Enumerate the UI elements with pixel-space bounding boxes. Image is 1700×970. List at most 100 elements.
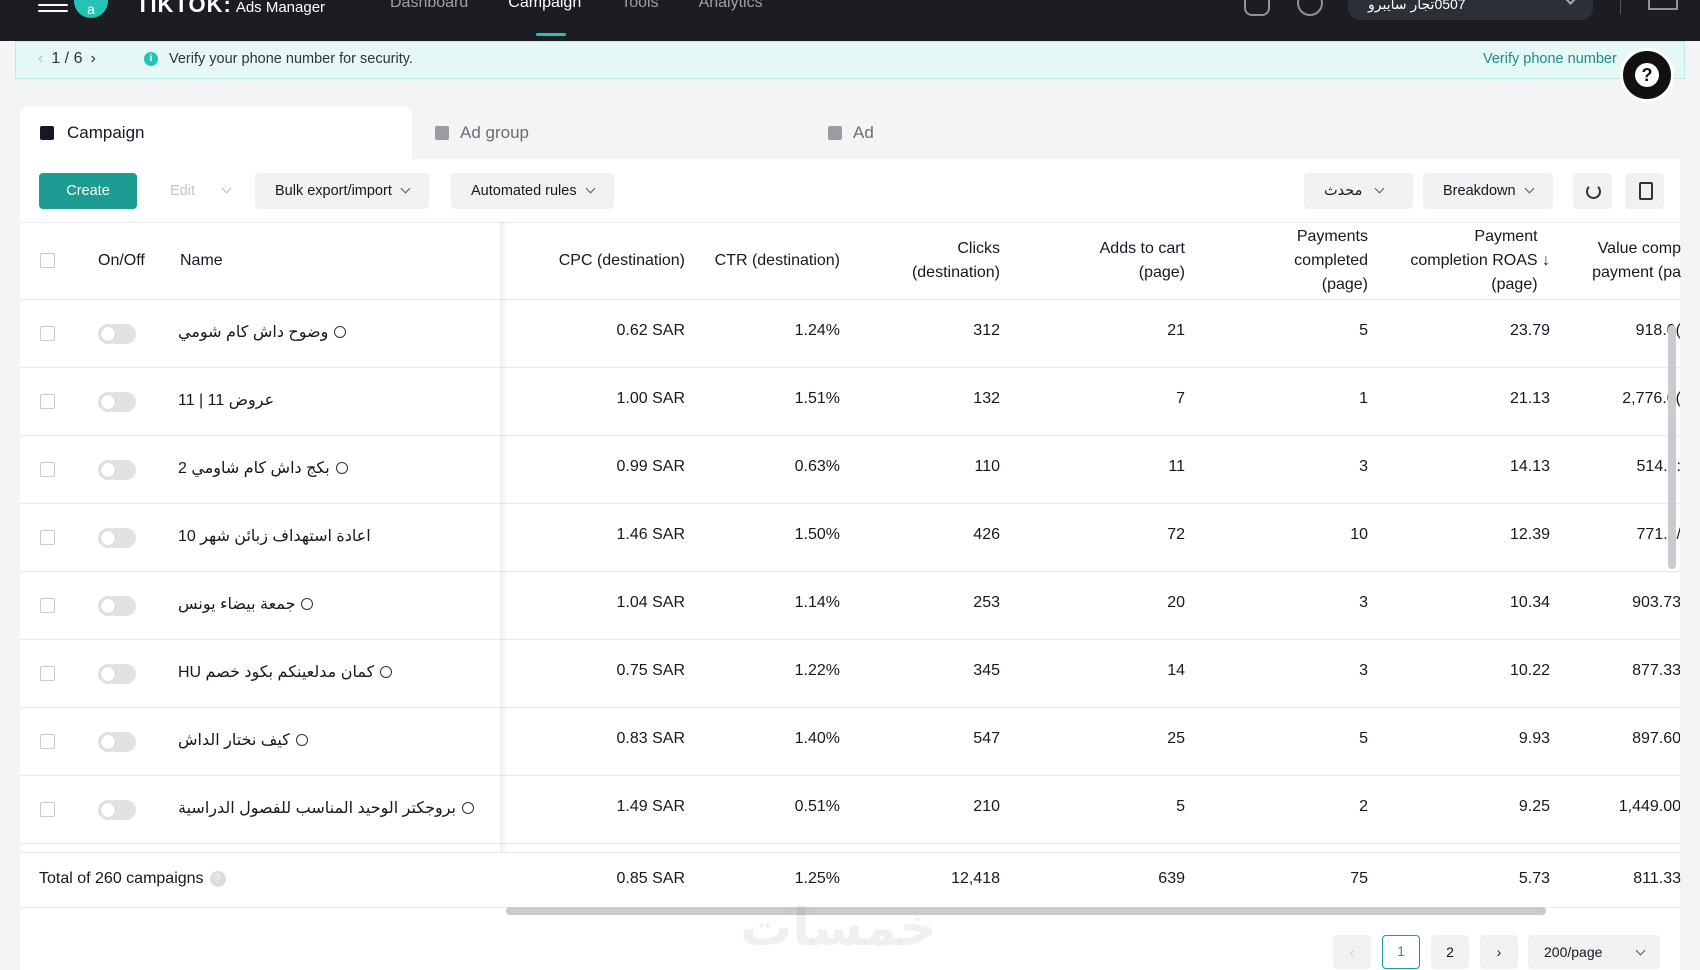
row-checkbox[interactable] <box>40 802 55 817</box>
campaign-toggle[interactable] <box>98 460 136 480</box>
refresh-button[interactable] <box>1573 173 1612 209</box>
table-row[interactable]: بكج داش كام شاومي 2 0.99 SAR 0.63% 110 11 3 14… <box>20 436 1680 504</box>
table-row[interactable]: جمعة بيضاء يونس 1.04 SAR 1.14% 253 20 3 10.34 9… <box>20 572 1680 640</box>
brand-logo[interactable]: TIKTOK: Ads Manager <box>136 0 326 17</box>
total-cpc: 0.85 SAR <box>616 870 685 887</box>
row-checkbox[interactable] <box>40 326 55 341</box>
campaign-toggle[interactable] <box>98 664 136 684</box>
campaign-name: وضوح داش كام شومي <box>178 324 329 341</box>
edit-button[interactable]: Edit <box>162 173 252 209</box>
vertical-scrollbar[interactable] <box>1668 325 1676 569</box>
table-row[interactable]: عروض 11 | 11 1.00 SAR 1.51% 132 7 1 21.13 2,776… <box>20 368 1680 436</box>
tab-campaign[interactable]: Campaign <box>20 107 412 159</box>
campaign-name-link[interactable]: جمعة بيضاء يونس <box>178 594 488 614</box>
cell-clicks: 345 <box>973 662 1000 679</box>
automated-rules-button[interactable]: Automated rules <box>451 173 614 209</box>
bell-icon[interactable] <box>1244 0 1270 16</box>
sort-desc-icon[interactable]: ↓ <box>1542 252 1550 269</box>
campaign-toggle[interactable] <box>98 528 136 548</box>
campaign-name-link[interactable]: وضوح داش كام شومي <box>178 322 488 342</box>
horizontal-scrollbar[interactable] <box>506 907 1546 915</box>
table-row[interactable]: كمان مدلعينكم بكود خصم HU 0.75 SAR 1.22% 34… <box>20 640 1680 708</box>
table-row[interactable]: ...0.46 SAR2.11%3321838.96460.13 <box>20 844 1680 852</box>
notice-banner: ‹ 1 / 6 › i Verify your phone number for s… <box>15 41 1685 79</box>
help-button[interactable]: ? <box>1620 48 1674 102</box>
nav-analytics[interactable]: Analytics <box>698 0 763 11</box>
cell-roas: 10.34 <box>1509 594 1550 611</box>
account-avatar[interactable]: a <box>74 0 108 18</box>
cell-roas: 9.25 <box>1518 798 1550 815</box>
col-onoff[interactable]: On/Off <box>98 252 145 269</box>
campaign-toggle[interactable] <box>98 324 136 344</box>
chevron-left-icon[interactable]: ‹ <box>38 50 44 67</box>
campaign-name-link[interactable]: عروض 11 | 11 <box>178 390 488 410</box>
col-value[interactable]: Value comp payment (pa <box>1592 240 1681 281</box>
create-button[interactable]: Create <box>39 173 137 209</box>
chevron-right-icon[interactable]: › <box>90 50 96 67</box>
page-2-button[interactable]: 2 <box>1431 935 1469 969</box>
row-checkbox[interactable] <box>40 734 55 749</box>
account-selector[interactable]: 0507تجار سايبرو <box>1348 0 1593 20</box>
table-row[interactable]: كيف نختار الداش 0.83 SAR 1.40% 547 25 5 9.93 89… <box>20 708 1680 776</box>
table-row[interactable]: وضوح داش كام شومي 0.62 SAR 1.24% 312 21 5 23.7… <box>20 300 1680 368</box>
table-row[interactable]: بروجكتر الوحيد المناسب للفصول الدراسية 1.… <box>20 776 1680 844</box>
select-all-checkbox[interactable] <box>40 253 55 268</box>
campaign-toggle[interactable] <box>98 392 136 412</box>
campaign-name: اعادة استهداف زبائن شهر 10 <box>178 528 371 545</box>
campaign-name-link[interactable]: كمان مدلعينكم بكود خصم HU <box>178 662 488 682</box>
chevron-down-icon <box>1374 183 1385 194</box>
col-ctr[interactable]: CTR (destination) <box>714 252 840 269</box>
cell-cpc: 1.46 SAR <box>616 526 685 543</box>
row-checkbox[interactable] <box>40 394 55 409</box>
row-checkbox[interactable] <box>40 462 55 477</box>
divider <box>1620 0 1621 14</box>
campaign-toggle[interactable] <box>98 596 136 616</box>
col-cpc[interactable]: CPC (destination) <box>558 252 685 269</box>
cell-ctr: 1.40% <box>794 730 840 747</box>
cell-payments: 1 <box>1359 390 1368 407</box>
frozen-column-shadow <box>500 222 508 852</box>
nav-dashboard[interactable]: Dashboard <box>390 0 469 11</box>
cell-clicks: 312 <box>973 322 1000 339</box>
row-checkbox[interactable] <box>40 530 55 545</box>
page-1-button[interactable]: 1 <box>1382 935 1420 969</box>
row-checkbox[interactable] <box>40 666 55 681</box>
campaign-toggle[interactable] <box>98 800 136 820</box>
chevron-down-icon <box>1635 945 1646 956</box>
col-payments-completed[interactable]: Payments completed (page) <box>1294 228 1368 293</box>
nav-tools[interactable]: Tools <box>621 0 659 11</box>
verify-phone-link[interactable]: Verify phone number <box>1483 51 1617 67</box>
notice-pager[interactable]: ‹ 1 / 6 › <box>38 50 96 67</box>
campaign-name-link[interactable]: بكج داش كام شاومي 2 <box>178 458 488 478</box>
nav-campaign[interactable]: Campaign <box>508 0 581 36</box>
col-adds-to-cart[interactable]: Adds to cart (page) <box>1099 240 1185 281</box>
next-page-button[interactable]: › <box>1480 935 1518 969</box>
campaign-toggle[interactable] <box>98 732 136 752</box>
col-clicks[interactable]: Clicks (destination) <box>911 240 1000 281</box>
campaign-name-link[interactable]: اعادة استهداف زبائن شهر 10 <box>178 526 488 546</box>
user-icon[interactable] <box>1648 0 1678 10</box>
col-name[interactable]: Name <box>180 252 223 269</box>
page-size-select[interactable]: 200/page <box>1528 935 1660 969</box>
breakdown-button[interactable]: Breakdown <box>1423 173 1553 209</box>
campaign-name-link[interactable]: كيف نختار الداش <box>178 730 488 750</box>
export-button[interactable] <box>1625 173 1664 209</box>
tab-ad-group[interactable]: Ad group <box>432 107 792 159</box>
cell-roas: 12.39 <box>1509 526 1550 543</box>
refresh-icon <box>1586 184 1601 199</box>
custom-columns-button[interactable]: محدث <box>1304 173 1413 209</box>
table-header: On/Off Name CPC (destination) CTR (desti… <box>20 222 1681 300</box>
cell-adds-to-cart: 5 <box>1176 798 1185 815</box>
prev-page-button[interactable]: ‹ <box>1333 935 1371 969</box>
table-row[interactable]: اعادة استهداف زبائن شهر 10 1.46 SAR 1.50% 4… <box>20 504 1680 572</box>
cell-clicks: 426 <box>973 526 1000 543</box>
col-payment-roas[interactable]: Payment completion ROAS (page) ↓ <box>1410 228 1550 293</box>
question-icon[interactable]: ? <box>209 871 226 887</box>
bulk-export-button[interactable]: Bulk export/import <box>255 173 429 209</box>
row-checkbox[interactable] <box>40 598 55 613</box>
campaign-name-link[interactable]: بروجكتر الوحيد المناسب للفصول الدراسية <box>178 798 488 818</box>
help-circle-icon[interactable] <box>1297 0 1323 16</box>
menu-icon[interactable] <box>32 0 74 18</box>
campaign-type-icon <box>462 802 474 814</box>
tab-ad[interactable]: Ad <box>826 107 1186 159</box>
